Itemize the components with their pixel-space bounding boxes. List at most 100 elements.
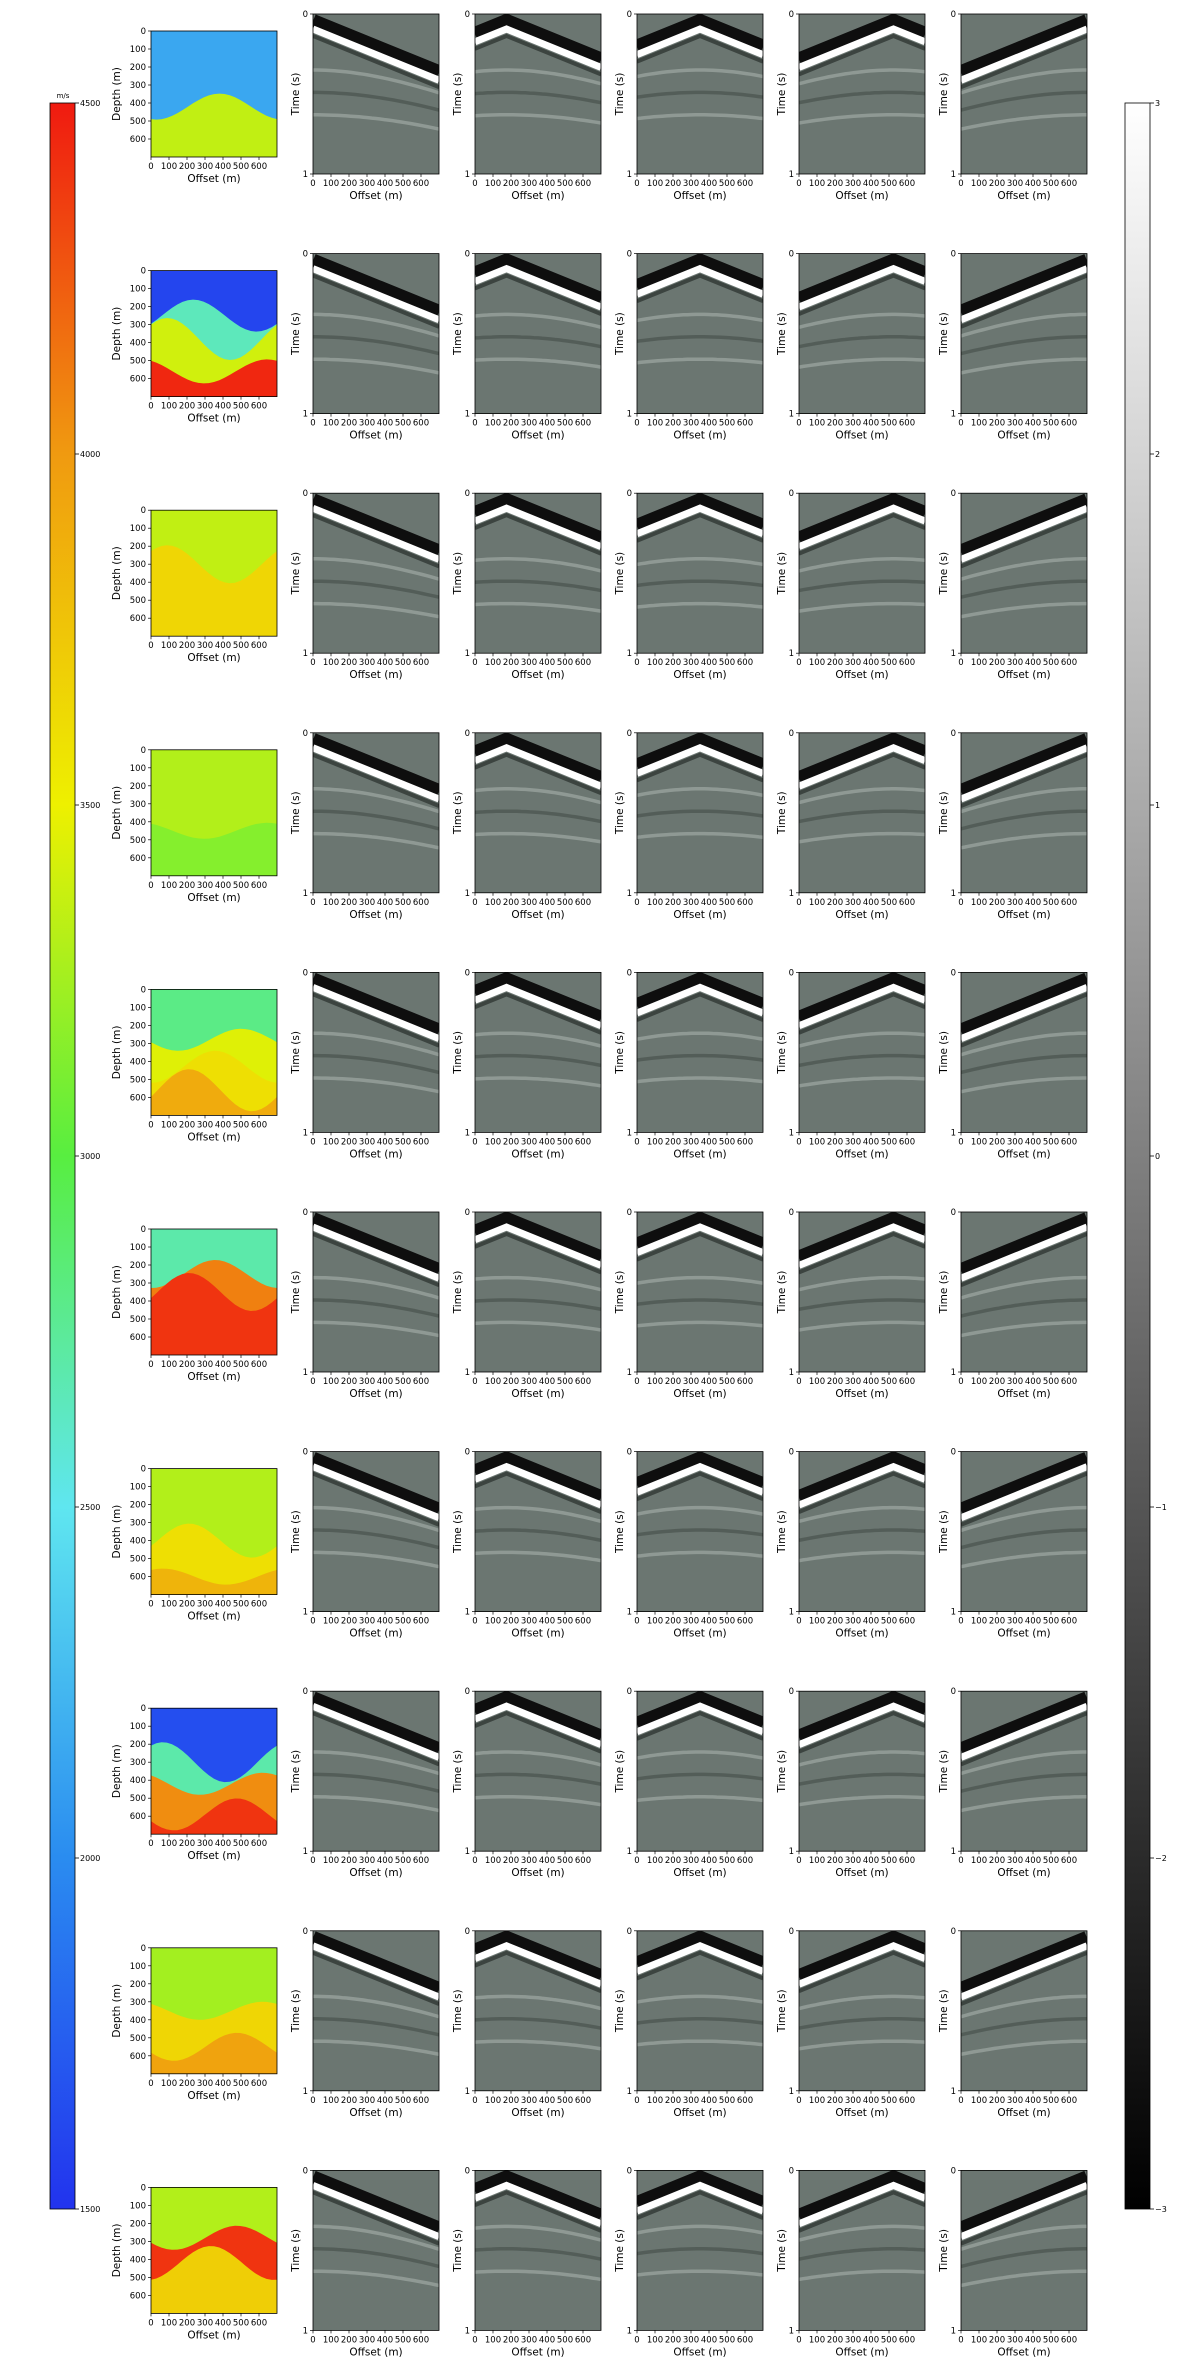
y-tick-label: 200 xyxy=(130,1021,146,1031)
direct-wave-dark xyxy=(637,253,763,293)
x-tick-label: 500 xyxy=(233,641,249,651)
x-tick-label: 200 xyxy=(665,2335,681,2345)
y-tick-label: 1 xyxy=(465,1368,470,1378)
x-tick-label: 600 xyxy=(1061,2335,1077,2345)
y-tick-label: 200 xyxy=(130,782,146,792)
reflection-event xyxy=(313,1750,439,1776)
velocity-layer xyxy=(151,2246,277,2314)
x-tick-label: 300 xyxy=(845,179,861,189)
x-tick-label: 100 xyxy=(323,2096,339,2106)
x-tick-label: 200 xyxy=(341,658,357,668)
direct-wave-dark xyxy=(475,1691,601,1744)
direct-wave-bright xyxy=(313,1702,439,1761)
y-tick-label: 600 xyxy=(130,1812,146,1822)
x-tick-label: 200 xyxy=(989,1377,1005,1387)
x-tick-label: 100 xyxy=(323,1617,339,1627)
shot-panel-frame xyxy=(798,13,926,175)
reflection-event xyxy=(637,90,763,99)
x-tick-label: 200 xyxy=(827,1377,843,1387)
shot-x-axis-label: Offset (m) xyxy=(673,1388,726,1400)
x-tick-label: 600 xyxy=(899,179,915,189)
y-tick-label: 400 xyxy=(130,339,146,349)
velocity-y-axis-label: Depth (m) xyxy=(111,307,123,361)
direct-wave-bright xyxy=(961,265,1087,324)
y-tick-label: 500 xyxy=(130,1794,146,1804)
reflection-event xyxy=(799,787,925,805)
x-tick-label: 100 xyxy=(647,2096,663,2106)
direct-wave-bright xyxy=(313,1223,439,1282)
shot-y-axis-label: Time (s) xyxy=(290,1750,302,1794)
y-tick-label: 0 xyxy=(141,2183,146,2193)
shot-x-axis-label: Offset (m) xyxy=(673,190,726,202)
reflection-event xyxy=(313,335,439,356)
reflection-event xyxy=(313,1772,439,1793)
x-tick-label: 500 xyxy=(719,2335,735,2345)
y-tick-label: 1 xyxy=(627,889,632,899)
direct-wave-dark xyxy=(637,1930,763,1970)
x-tick-label: 200 xyxy=(665,1856,681,1866)
y-tick-label: 1 xyxy=(627,170,632,180)
x-tick-label: 300 xyxy=(683,179,699,189)
reflection-event xyxy=(475,809,601,824)
reflection-event xyxy=(799,1750,925,1767)
reflection-event xyxy=(475,1298,601,1312)
reflection-event xyxy=(637,1275,763,1285)
shot-panel-frame xyxy=(798,492,926,654)
y-tick-label: 1 xyxy=(465,170,470,180)
reflection-event xyxy=(475,357,601,369)
direct-wave-tail xyxy=(313,2190,439,2246)
x-tick-label: 600 xyxy=(413,2335,429,2345)
y-tick-label: 1 xyxy=(303,1608,308,1618)
y-tick-label: 1 xyxy=(303,2326,308,2336)
x-tick-label: 100 xyxy=(647,1137,663,1147)
reflection-event xyxy=(475,1750,601,1767)
x-tick-label: 400 xyxy=(377,658,393,668)
shot-panel-frame xyxy=(312,1690,440,1852)
amplitude-tick-label: 3 xyxy=(1155,99,1160,108)
x-tick-label: 100 xyxy=(971,1856,987,1866)
y-tick-label: 400 xyxy=(130,818,146,828)
x-tick-label: 600 xyxy=(737,898,753,908)
x-tick-label: 400 xyxy=(701,1856,717,1866)
x-tick-label: 500 xyxy=(395,658,411,668)
x-tick-label: 600 xyxy=(413,1137,429,1147)
shot-y-axis-label: Time (s) xyxy=(614,1031,626,1075)
x-tick-label: 0 xyxy=(796,2335,801,2345)
x-tick-label: 500 xyxy=(557,2096,573,2106)
x-tick-label: 100 xyxy=(323,658,339,668)
y-tick-label: 200 xyxy=(130,303,146,313)
y-tick-label: 0 xyxy=(951,729,956,739)
x-tick-label: 100 xyxy=(647,1377,663,1387)
x-tick-label: 100 xyxy=(971,658,987,668)
reflection-event xyxy=(475,1320,601,1332)
velocity-layer xyxy=(151,1273,277,1355)
y-tick-label: 500 xyxy=(130,2273,146,2283)
direct-wave-bright xyxy=(313,744,439,803)
y-tick-label: 600 xyxy=(130,2052,146,2062)
y-tick-label: 0 xyxy=(303,2166,308,2176)
x-tick-label: 400 xyxy=(1025,1377,1041,1387)
reflection-event xyxy=(799,1795,925,1807)
reflection-event xyxy=(799,1053,925,1068)
velocity-tick-label: 2500 xyxy=(80,1503,100,1512)
shot-y-axis-label: Time (s) xyxy=(776,1271,788,1315)
direct-wave-bright xyxy=(475,983,601,1030)
x-tick-label: 200 xyxy=(503,179,519,189)
x-tick-label: 400 xyxy=(701,2096,717,2106)
reflection-event xyxy=(313,579,439,599)
y-tick-label: 0 xyxy=(303,1208,308,1218)
direct-wave-bright xyxy=(475,1462,601,1509)
direct-wave-tail xyxy=(475,513,601,556)
shot-x-axis-label: Offset (m) xyxy=(997,2107,1050,2119)
shot-panel-frame xyxy=(312,1211,440,1373)
direct-wave-dark xyxy=(637,1451,763,1491)
y-tick-label: 1 xyxy=(789,2326,794,2336)
